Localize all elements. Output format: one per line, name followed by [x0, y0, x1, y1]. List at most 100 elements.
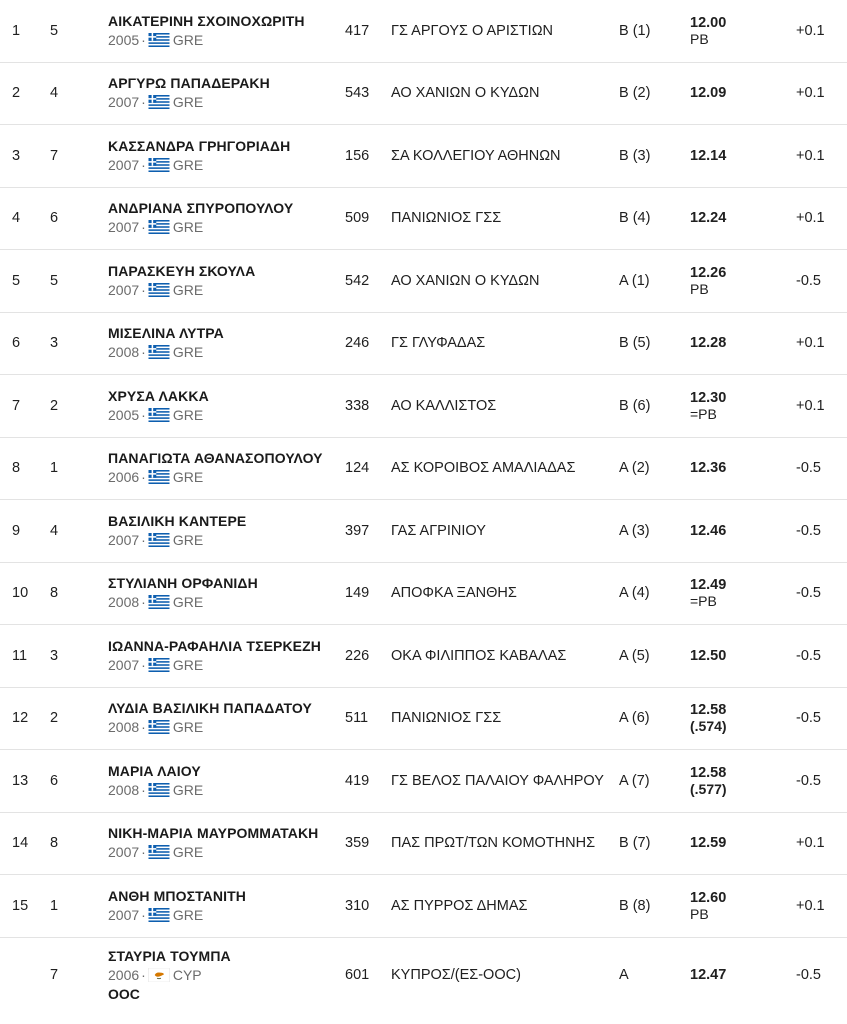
- athlete-cell: ΑΡΓΥΡΩ ΠΑΠΑΔΕΡΑΚΗ 2007 · GRE: [108, 63, 338, 125]
- athlete-name-link[interactable]: ΑΙΚΑΤΕΡΙΝΗ ΣΧΟΙΝΟΧΩΡΙΤΗ: [108, 12, 305, 29]
- result-row[interactable]: 5 5 ΠΑΡΑΣΚΕΥΗ ΣΚΟΥΛΑ 2007 · GRE 542 ΑΟ Χ…: [0, 250, 847, 313]
- club-name: ΓΣ ΓΛΥΦΑΔΑΣ: [391, 335, 486, 352]
- lane: 7: [50, 967, 59, 983]
- flag-icon: [148, 657, 170, 672]
- separator: ·: [141, 469, 146, 486]
- mark-note: =PB: [690, 405, 717, 422]
- mark-note: PB: [690, 905, 709, 922]
- wind: -0.5: [796, 272, 821, 289]
- result-row[interactable]: 14 8 ΝΙΚΗ-ΜΑΡΙΑ ΜΑΥΡΟΜΜΑΤΑΚΗ 2007 · GRE …: [0, 813, 847, 875]
- wind: -0.5: [796, 647, 821, 664]
- mark-time: 12.50: [690, 647, 727, 664]
- bib-number: 310: [345, 897, 370, 914]
- result-row[interactable]: 12 2 ΛΥΔΙΑ ΒΑΣΙΛΙΚΗ ΠΑΠΑΔΑΤΟΥ 2008 · GRE…: [0, 688, 847, 750]
- birth-year: 2007: [108, 219, 140, 236]
- athlete-name-link[interactable]: ΑΡΓΥΡΩ ΠΑΠΑΔΕΡΑΚΗ: [108, 75, 270, 92]
- wind: -0.5: [796, 710, 821, 727]
- athlete-name-link[interactable]: ΧΡΥΣΑ ΛΑΚΚΑ: [108, 387, 209, 404]
- result-row[interactable]: 10 8 ΣΤΥΛΙΑΝΗ ΟΡΦΑΝΙΔΗ 2008 · GRE 149 ΑΠ…: [0, 563, 847, 625]
- club-name: ΑΠΟΦΚΑ ΞΑΝΘΗΣ: [391, 585, 517, 602]
- athlete-name-link[interactable]: ΑΝΘΗ ΜΠΟΣΤΑΝΙΤΗ: [108, 887, 246, 904]
- athlete-cell: ΛΥΔΙΑ ΒΑΣΙΛΙΚΗ ΠΑΠΑΔΑΤΟΥ 2008 · GRE: [108, 688, 338, 750]
- bib-number: 359: [345, 835, 370, 852]
- wind: +0.1: [796, 22, 825, 39]
- result-row[interactable]: 3 7 ΚΑΣΣΑΝΔΡΑ ΓΡΗΓΟΡΙΑΔΗ 2007 · GRE 156 …: [0, 125, 847, 188]
- athlete-meta: 2007 · GRE: [108, 906, 203, 924]
- heat-position: Α (5): [619, 647, 650, 664]
- country-code: GRE: [172, 156, 204, 173]
- athlete-name-link[interactable]: ΜΑΡΙΑ ΛΑΙΟΥ: [108, 762, 201, 779]
- athlete-name-link[interactable]: ΑΝΔΡΙΑΝΑ ΣΠΥΡΟΠΟΥΛΟΥ: [108, 200, 294, 217]
- flag-icon: [148, 967, 170, 983]
- athlete-name-link[interactable]: ΜΙΣΕΛΙΝΑ ΛΥΤΡΑ: [108, 325, 224, 342]
- athlete-meta: 2006 · CYP: [108, 966, 202, 984]
- flag-icon: [148, 95, 170, 110]
- mark-cell: 12.46: [690, 500, 760, 562]
- heat-position: Α (1): [619, 272, 650, 289]
- athlete-name-link[interactable]: ΙΩΑΝΝΑ-ΡΑΦΑΗΛΙΑ ΤΣΕΡΚΕΖΗ: [108, 637, 321, 654]
- heat-position: Α (3): [619, 522, 650, 539]
- club-name: ΟΚΑ ΦΙΛΙΠΠΟΣ ΚΑΒΑΛΑΣ: [391, 647, 567, 664]
- birth-year: 2005: [108, 31, 140, 48]
- country-code: GRE: [172, 281, 204, 298]
- athlete-name-link[interactable]: ΣΤΑΥΡΙΑ ΤΟΥΜΠΑ: [108, 948, 231, 964]
- country-code: GRE: [172, 656, 204, 673]
- result-row[interactable]: 11 3 ΙΩΑΝΝΑ-ΡΑΦΑΗΛΙΑ ΤΣΕΡΚΕΖΗ 2007 · GRE…: [0, 625, 847, 688]
- athlete-cell: ΠΑΡΑΣΚΕΥΗ ΣΚΟΥΛΑ 2007 · GRE: [108, 250, 338, 312]
- club-name: ΓΣ ΑΡΓΟΥΣ Ο ΑΡΙΣΤΙΩΝ: [391, 22, 554, 39]
- athlete-name-link[interactable]: ΠΑΡΑΣΚΕΥΗ ΣΚΟΥΛΑ: [108, 262, 256, 279]
- result-row[interactable]: 7 ΣΤΑΥΡΙΑ ΤΟΥΜΠΑ 2006 · CYP OOC 601 ΚΥΠΡ…: [0, 938, 847, 1013]
- athlete-name-link[interactable]: ΛΥΔΙΑ ΒΑΣΙΛΙΚΗ ΠΑΠΑΔΑΤΟΥ: [108, 700, 312, 717]
- athlete-name-link[interactable]: ΣΤΥΛΙΑΝΗ ΟΡΦΑΝΙΔΗ: [108, 575, 258, 592]
- heat-position: Β (6): [619, 397, 651, 414]
- separator: ·: [141, 844, 146, 861]
- separator: ·: [141, 156, 146, 173]
- athlete-meta: 2005 · GRE: [108, 406, 203, 424]
- rank: 12: [12, 710, 29, 727]
- athlete-cell: ΑΝΘΗ ΜΠΟΣΤΑΝΙΤΗ 2007 · GRE: [108, 875, 338, 937]
- result-row[interactable]: 8 1 ΠΑΝΑΓΙΩΤΑ ΑΘΑΝΑΣΟΠΟΥΛΟΥ 2006 · GRE 1…: [0, 438, 847, 500]
- mark-time: 12.28: [690, 335, 727, 352]
- result-row[interactable]: 1 5 ΑΙΚΑΤΕΡΙΝΗ ΣΧΟΙΝΟΧΩΡΙΤΗ 2005 · GRE 4…: [0, 0, 847, 63]
- lane: 4: [50, 85, 59, 102]
- rank: 8: [12, 460, 21, 477]
- mark-cell: 12.50: [690, 625, 760, 687]
- birth-year: 2007: [108, 281, 140, 298]
- result-row[interactable]: 9 4 ΒΑΣΙΛΙΚΗ ΚΑΝΤΕΡΕ 2007 · GRE 397 ΓΑΣ …: [0, 500, 847, 563]
- flag-icon: [148, 782, 170, 797]
- mark-time: 12.58: [690, 764, 727, 781]
- mark-cell: 12.28: [690, 313, 760, 375]
- club-name: ΣΑ ΚΟΛΛΕΓΙΟΥ ΑΘΗΝΩΝ: [391, 147, 561, 164]
- athlete-name-link[interactable]: ΚΑΣΣΑΝΔΡΑ ΓΡΗΓΟΡΙΑΔΗ: [108, 137, 291, 154]
- rank: 2: [12, 85, 21, 102]
- result-row[interactable]: 7 2 ΧΡΥΣΑ ΛΑΚΚΑ 2005 · GRE 338 ΑΟ ΚΑΛΛΙΣ…: [0, 375, 847, 438]
- wind: -0.5: [796, 772, 821, 789]
- result-row[interactable]: 6 3 ΜΙΣΕΛΙΝΑ ΛΥΤΡΑ 2008 · GRE 246 ΓΣ ΓΛΥ…: [0, 313, 847, 375]
- birth-year: 2007: [108, 844, 140, 861]
- club-name: ΑΟ ΧΑΝΙΩΝ Ο ΚΥΔΩΝ: [391, 85, 540, 102]
- mark-cell: 12.26 PB: [690, 250, 760, 312]
- athlete-cell: ΧΡΥΣΑ ΛΑΚΚΑ 2005 · GRE: [108, 375, 338, 437]
- rank: 15: [12, 897, 29, 914]
- result-row[interactable]: 15 1 ΑΝΘΗ ΜΠΟΣΤΑΝΙΤΗ 2007 · GRE 310 ΑΣ Π…: [0, 875, 847, 938]
- lane: 1: [50, 897, 59, 914]
- club-name: ΚΥΠΡΟΣ/(ΕΣ-ΟΟC): [391, 967, 521, 983]
- mark-time: 12.09: [690, 85, 727, 102]
- birth-year: 2007: [108, 656, 140, 673]
- bib-number: 511: [345, 710, 369, 727]
- flag-icon: [148, 345, 170, 360]
- wind: +0.1: [796, 897, 825, 914]
- status-label: OOC: [108, 986, 140, 1002]
- result-row[interactable]: 4 6 ΑΝΔΡΙΑΝΑ ΣΠΥΡΟΠΟΥΛΟΥ 2007 · GRE 509 …: [0, 188, 847, 250]
- mark-cell: 12.00 PB: [690, 0, 760, 62]
- athlete-name-link[interactable]: ΒΑΣΙΛΙΚΗ ΚΑΝΤΕΡΕ: [108, 512, 247, 529]
- separator: ·: [141, 719, 146, 736]
- result-row[interactable]: 13 6 ΜΑΡΙΑ ΛΑΙΟΥ 2008 · GRE 419 ΓΣ ΒΕΛΟΣ…: [0, 750, 847, 813]
- separator: ·: [141, 281, 146, 298]
- mark-time: 12.47: [690, 967, 727, 983]
- athlete-name-link[interactable]: ΝΙΚΗ-ΜΑΡΙΑ ΜΑΥΡΟΜΜΑΤΑΚΗ: [108, 825, 319, 842]
- athlete-cell: ΑΝΔΡΙΑΝΑ ΣΠΥΡΟΠΟΥΛΟΥ 2007 · GRE: [108, 188, 338, 250]
- result-row[interactable]: 2 4 ΑΡΓΥΡΩ ΠΑΠΑΔΕΡΑΚΗ 2007 · GRE 543 ΑΟ …: [0, 63, 847, 125]
- athlete-name-link[interactable]: ΠΑΝΑΓΙΩΤΑ ΑΘΑΝΑΣΟΠΟΥΛΟΥ: [108, 450, 323, 467]
- heat-position: Β (2): [619, 85, 651, 102]
